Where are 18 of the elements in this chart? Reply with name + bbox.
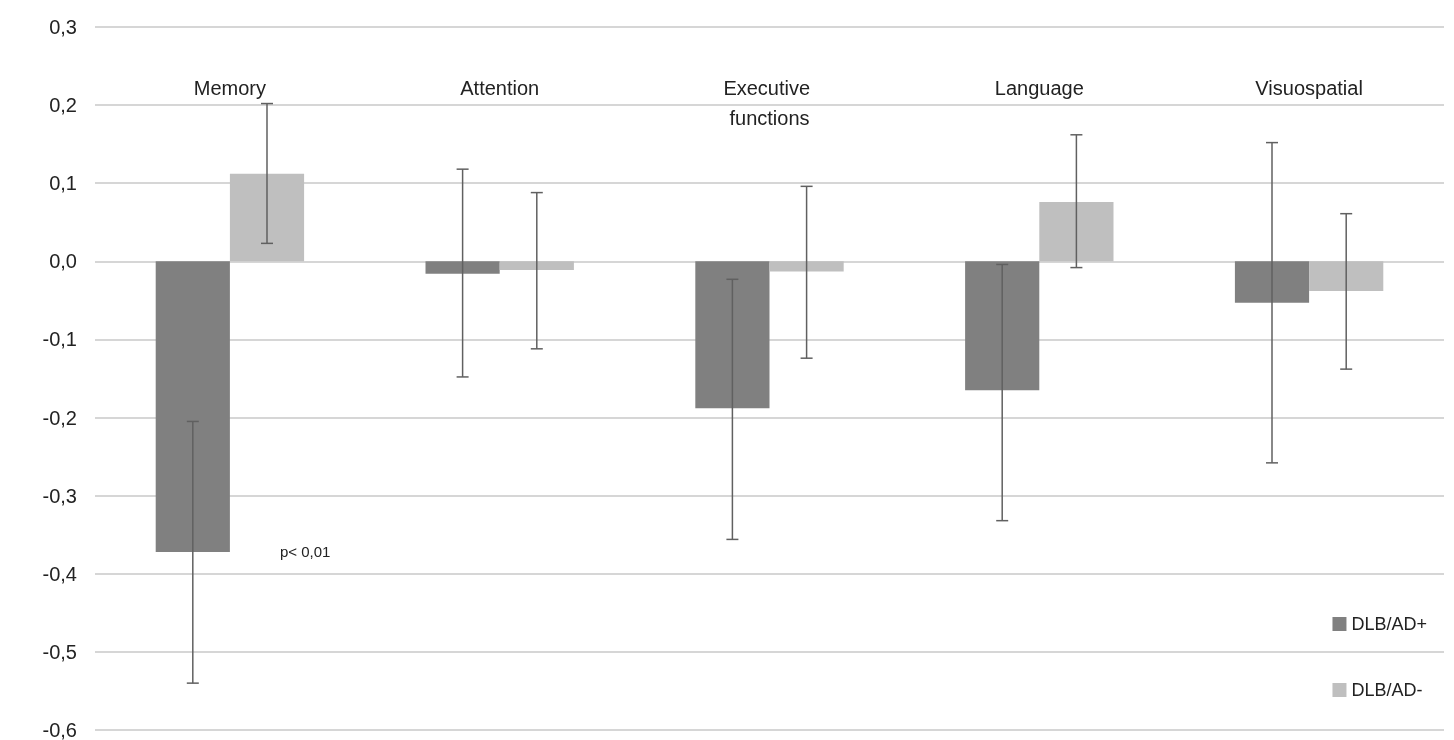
y-tick-label: -0,1 xyxy=(42,328,77,351)
legend-label: DLB/AD- xyxy=(1351,680,1423,700)
x-tick-label: Memory xyxy=(193,77,267,99)
x-tick-label: Language xyxy=(994,77,1084,99)
legend-label: DLB/AD+ xyxy=(1351,614,1428,634)
x-tick-label: Executive functions xyxy=(723,77,816,129)
y-tick-label: 0,0 xyxy=(49,250,77,273)
y-tick-label: 0,2 xyxy=(49,94,77,117)
x-tick-label: Visuospatial xyxy=(1255,77,1363,99)
annotation: p< 0,01 xyxy=(279,543,331,561)
y-tick-label: 0,3 xyxy=(49,16,77,38)
y-tick-label: -0,3 xyxy=(42,484,77,507)
y-tick-label: -0,6 xyxy=(42,719,77,740)
x-tick-label: Attention xyxy=(460,77,540,99)
y-tick-label: -0,2 xyxy=(42,406,77,429)
y-tick-label: 0,1 xyxy=(49,172,77,195)
y-tick-label: -0,4 xyxy=(42,562,77,585)
y-tick-label: -0,5 xyxy=(42,640,77,663)
